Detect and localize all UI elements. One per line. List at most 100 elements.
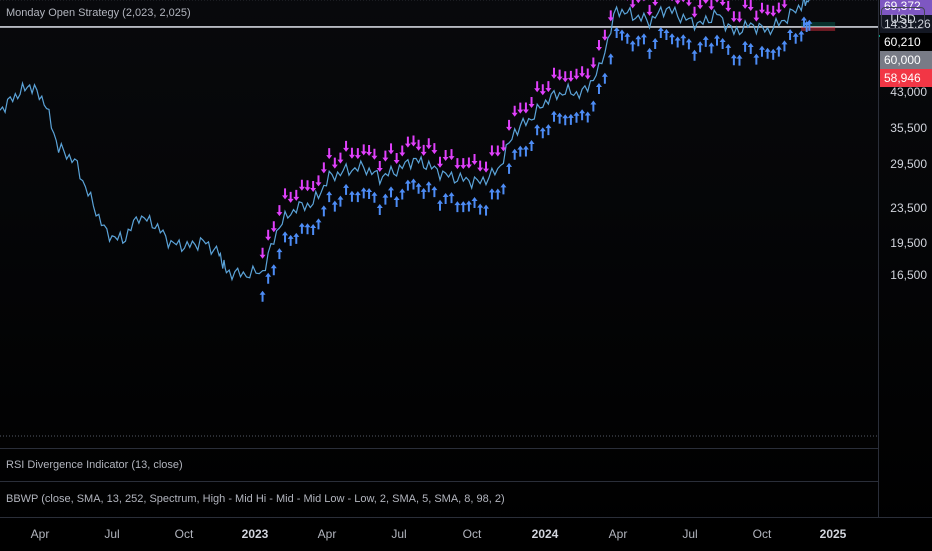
short-entry-arrow xyxy=(601,29,608,41)
short-entry-arrow xyxy=(471,154,478,166)
short-entry-arrow xyxy=(371,148,378,160)
bbwp-indicator-label[interactable]: BBWP (close, SMA, 13, 252, Spectrum, Hig… xyxy=(6,493,505,505)
long-entry-arrow xyxy=(371,191,378,203)
time-axis[interactable]: Apr Jul Oct 2023 Apr Jul Oct 2024 Apr Jul Oct 2025 xyxy=(0,517,932,551)
short-entry-arrow xyxy=(775,2,782,14)
long-entry-arrow xyxy=(657,27,664,39)
rsi-indicator-label[interactable]: RSI Divergence Indicator (13, close) xyxy=(6,459,183,471)
long-entry-arrow xyxy=(471,197,478,209)
long-entry-arrow xyxy=(337,195,344,207)
short-entry-arrow xyxy=(626,0,628,1)
short-entry-arrow xyxy=(354,148,361,160)
short-entry-arrow xyxy=(573,68,580,80)
short-entry-arrow xyxy=(460,158,467,170)
short-entry-arrow xyxy=(393,153,400,165)
price-scale[interactable]: 43,00035,50029,50023,50019,50016,50073,6… xyxy=(878,0,932,517)
long-entry-arrow xyxy=(806,19,813,31)
long-entry-arrow xyxy=(287,234,294,246)
long-entry-arrow xyxy=(567,113,574,125)
long-entry-arrow xyxy=(326,191,333,203)
long-entry-arrow xyxy=(607,53,614,65)
price-tick-label: 16,500 xyxy=(890,268,927,283)
time-axis-label: Apr xyxy=(608,527,628,541)
long-entry-arrow xyxy=(590,100,597,112)
long-entry-arrow xyxy=(404,179,411,191)
long-entry-arrow xyxy=(702,35,709,47)
strategy-label[interactable]: Monday Open Strategy (2,023, 2,025) xyxy=(6,7,191,19)
short-entry-arrow xyxy=(270,221,277,233)
short-entry-arrow xyxy=(753,10,760,22)
long-entry-arrow xyxy=(697,41,704,53)
short-entry-arrow xyxy=(629,0,636,9)
time-axis-label: Jul xyxy=(391,527,407,541)
short-entry-arrow xyxy=(551,67,558,79)
long-entry-arrow xyxy=(800,16,807,28)
long-entry-arrow xyxy=(517,145,524,157)
long-entry-arrow xyxy=(437,199,443,211)
long-entry-arrow xyxy=(601,72,608,84)
long-entry-arrow xyxy=(442,193,449,205)
currency-selector[interactable]: USD xyxy=(881,7,925,29)
price-chart[interactable] xyxy=(0,0,878,448)
pane-separator[interactable] xyxy=(0,481,878,482)
short-entry-arrow xyxy=(382,150,389,162)
long-entry-arrow xyxy=(562,114,569,126)
long-entry-arrow xyxy=(488,188,495,200)
long-entry-arrow xyxy=(348,190,355,202)
short-entry-arrow xyxy=(715,0,719,3)
pane-separator[interactable] xyxy=(0,448,878,449)
long-entry-arrow xyxy=(629,40,636,52)
short-entry-arrow xyxy=(522,102,529,114)
short-entry-arrow xyxy=(511,105,518,117)
long-entry-arrow xyxy=(477,203,484,215)
long-entry-arrow xyxy=(431,186,438,198)
long-entry-arrow xyxy=(304,223,311,235)
price-tag: 60,000 xyxy=(880,51,932,70)
position-box-profit xyxy=(801,22,836,27)
long-entry-arrow xyxy=(646,47,653,59)
short-entry-arrow xyxy=(360,144,367,156)
price-tick-label: 23,500 xyxy=(890,200,927,215)
price-tag: 60,210 xyxy=(880,33,932,52)
long-entry-arrow xyxy=(758,45,765,57)
short-entry-arrow xyxy=(282,188,289,200)
long-entry-arrow xyxy=(640,33,647,45)
short-entry-arrow xyxy=(795,0,797,1)
long-entry-arrow xyxy=(506,162,513,174)
long-entry-arrow xyxy=(500,183,507,195)
short-entry-arrow xyxy=(477,160,484,172)
time-axis-label: 2023 xyxy=(241,527,269,541)
short-entry-arrow xyxy=(534,81,541,93)
long-entry-arrow xyxy=(618,29,625,41)
long-entry-arrow xyxy=(366,187,373,199)
short-entry-arrow xyxy=(388,143,395,155)
short-entry-arrow xyxy=(320,162,327,174)
short-entry-arrow xyxy=(635,0,641,4)
long-entry-arrow xyxy=(573,111,580,123)
short-entry-arrow xyxy=(265,229,272,241)
long-entry-arrow xyxy=(787,29,794,41)
long-entry-arrow xyxy=(511,148,518,160)
short-entry-arrow xyxy=(483,161,490,173)
short-entry-arrow xyxy=(366,144,373,156)
long-entry-arrow xyxy=(382,193,389,205)
short-entry-arrow xyxy=(742,0,749,9)
long-entry-arrow xyxy=(742,40,749,52)
long-entry-arrow xyxy=(579,109,586,121)
long-entry-arrow xyxy=(399,188,406,200)
short-entry-arrow xyxy=(781,0,788,9)
long-entry-arrow xyxy=(410,178,417,190)
short-entry-arrow xyxy=(488,145,495,157)
short-entry-arrow xyxy=(528,97,535,109)
short-entry-arrow xyxy=(674,0,681,5)
short-entry-arrow xyxy=(607,10,614,22)
long-entry-arrow xyxy=(691,49,698,61)
long-entry-arrow xyxy=(719,38,726,50)
short-entry-arrow xyxy=(764,4,771,16)
long-entry-arrow xyxy=(798,30,805,42)
short-entry-arrow xyxy=(494,145,501,157)
short-entry-arrow xyxy=(539,84,546,96)
short-entry-arrow xyxy=(420,144,427,156)
price-tick-label: 19,500 xyxy=(890,236,927,251)
time-axis-label: 2024 xyxy=(531,527,559,541)
